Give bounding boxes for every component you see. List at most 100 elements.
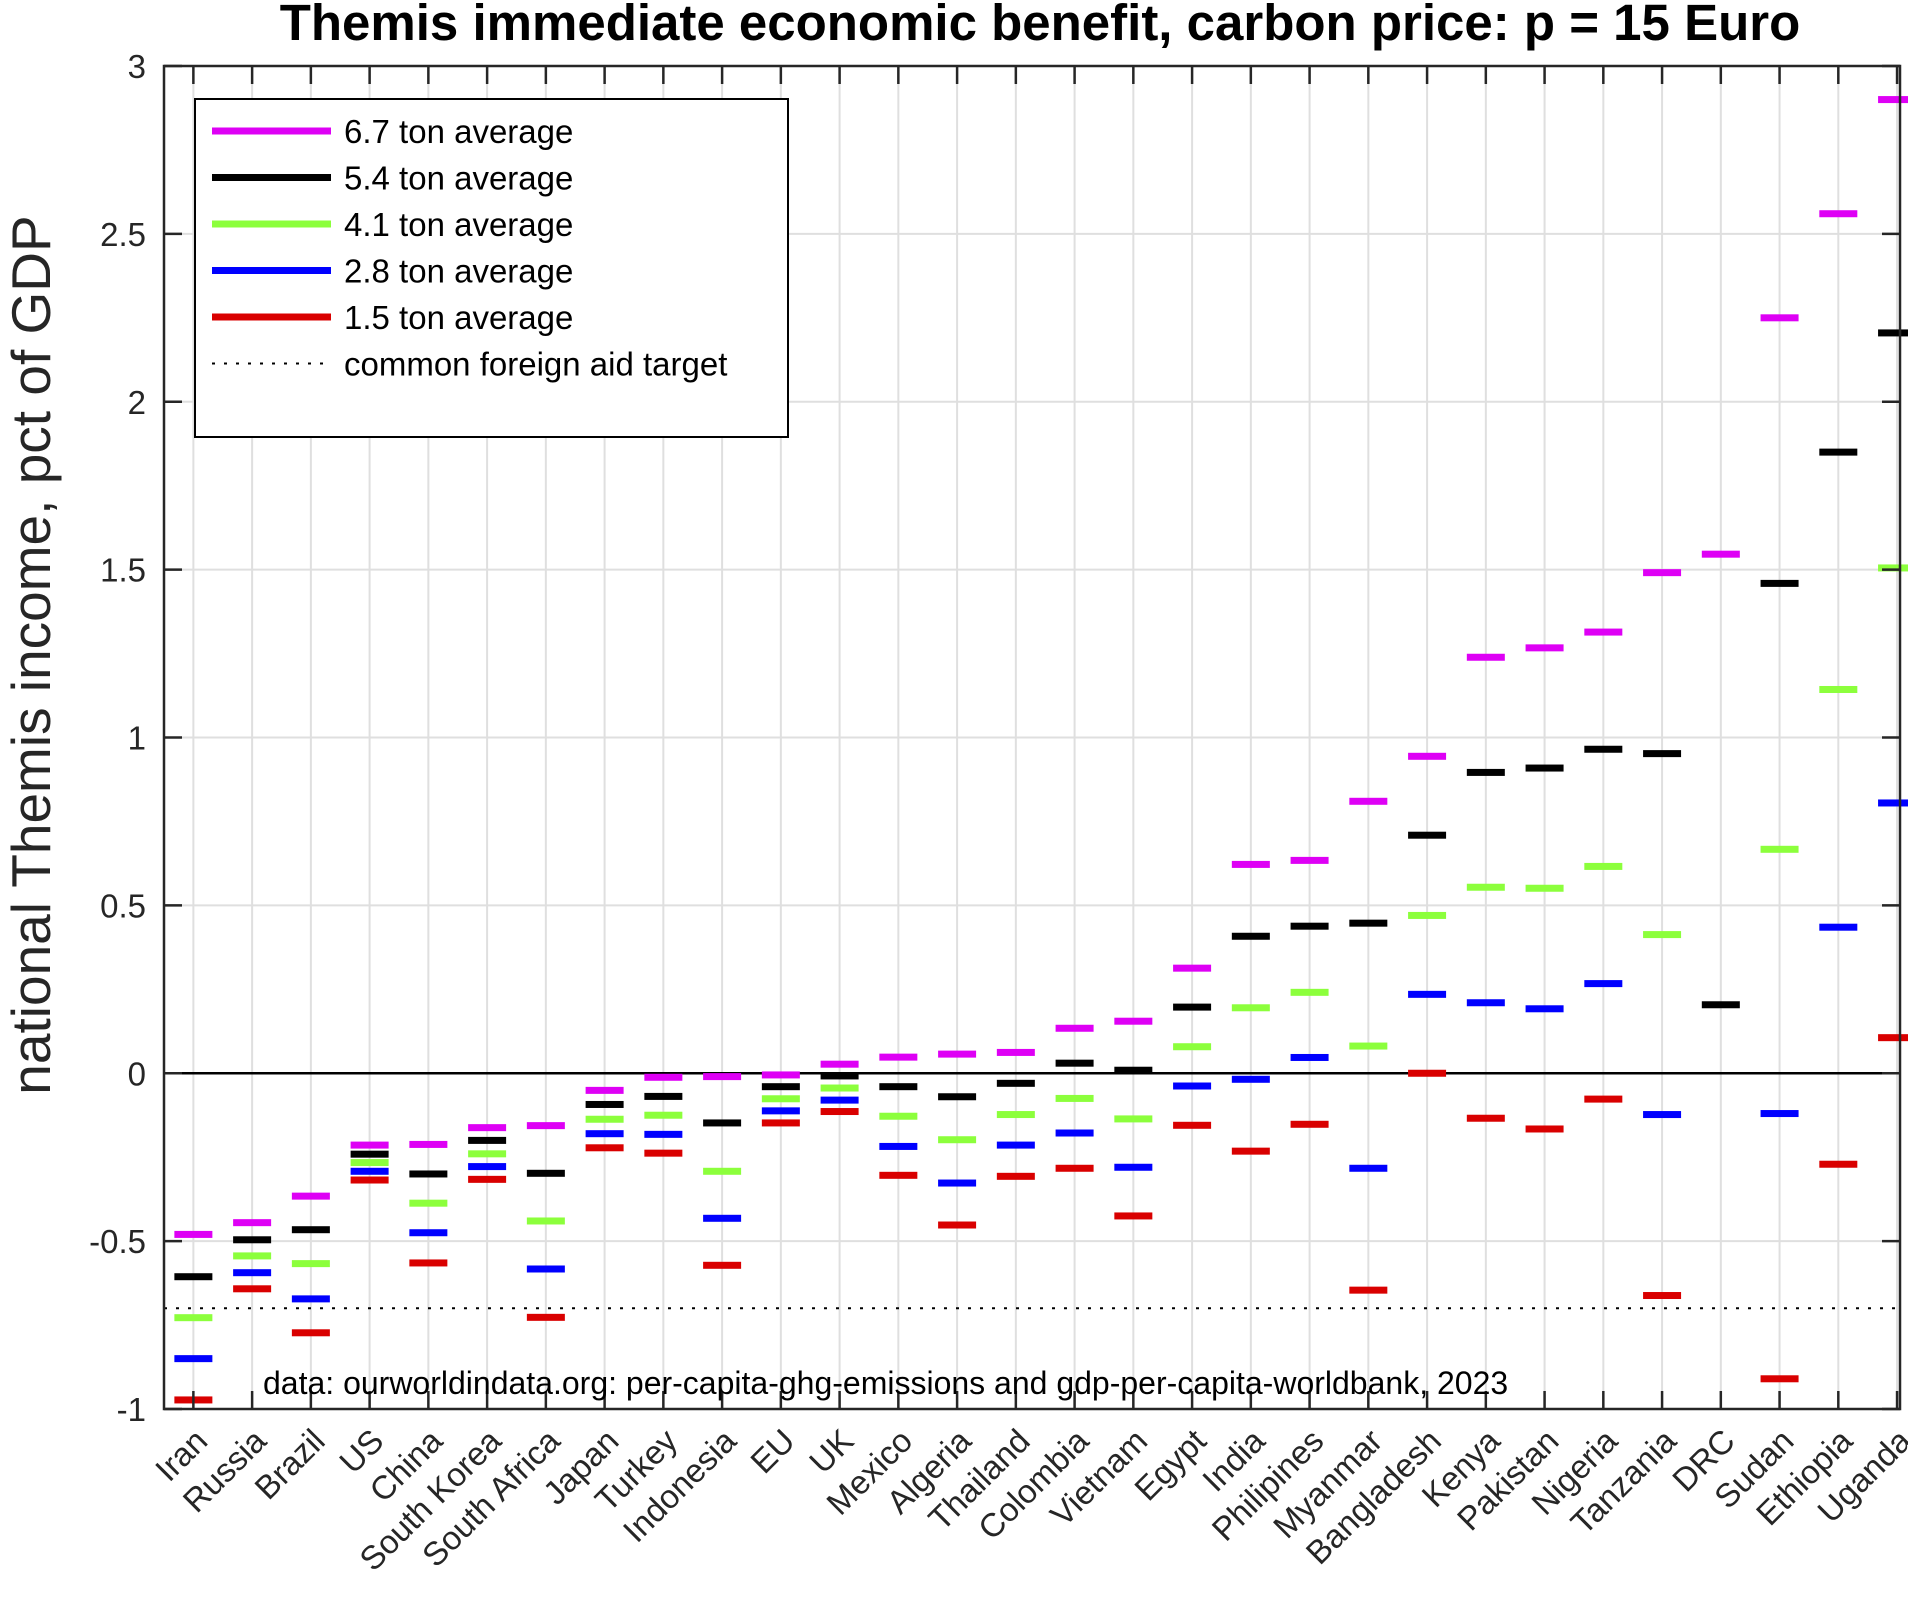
- y-tick-label: 0.5: [100, 887, 146, 924]
- data-dash: [1760, 1110, 1799, 1118]
- data-dash: [644, 1111, 683, 1119]
- data-dash: [703, 1214, 742, 1222]
- chart-title: Themis immediate economic benefit, carbo…: [280, 0, 1801, 51]
- data-dash: [820, 1072, 859, 1080]
- data-dash: [820, 1096, 859, 1104]
- y-tick-label: 2: [128, 384, 146, 421]
- data-dash: [1290, 856, 1329, 864]
- data-dash: [820, 1060, 859, 1068]
- data-dash: [233, 1269, 272, 1277]
- data-dash: [1466, 653, 1505, 661]
- data-dash: [703, 1073, 742, 1081]
- data-dash: [1349, 919, 1388, 927]
- data-dash: [1231, 1147, 1270, 1155]
- data-dash: [996, 1172, 1035, 1180]
- data-dash: [174, 1355, 213, 1363]
- data-dash: [1760, 1375, 1799, 1383]
- data-dash: [1643, 931, 1682, 939]
- data-dash: [644, 1073, 683, 1081]
- data-dash: [409, 1140, 448, 1148]
- legend: 6.7 ton average 5.4 ton average 4.1 ton av…: [194, 98, 789, 438]
- data-dash: [1231, 932, 1270, 940]
- data-dash: [1819, 923, 1858, 931]
- data-dash: [703, 1119, 742, 1127]
- data-dash: [1643, 1292, 1682, 1300]
- data-dash: [761, 1071, 800, 1079]
- data-dash: [1819, 685, 1858, 693]
- data-dash: [1525, 644, 1564, 652]
- x-tick-label: EU: [743, 1422, 802, 1481]
- data-dash: [938, 1050, 977, 1058]
- data-dash: [1173, 1003, 1212, 1011]
- data-dash: [1584, 1095, 1623, 1103]
- data-dash: [1173, 1121, 1212, 1129]
- data-dash: [938, 1093, 977, 1101]
- data-dash: [233, 1236, 272, 1244]
- data-dash: [1466, 1114, 1505, 1122]
- data-dash: [996, 1079, 1035, 1087]
- data-source-annotation: data: ourworldindata.org: per-capita-ghg…: [263, 1365, 1508, 1401]
- data-dash: [1408, 752, 1447, 760]
- data-dash: [879, 1083, 918, 1091]
- data-dash: [761, 1119, 800, 1127]
- data-dash: [409, 1229, 448, 1237]
- data-dash: [1819, 448, 1858, 456]
- data-dash: [761, 1083, 800, 1091]
- data-dash: [468, 1136, 507, 1144]
- data-dash: [644, 1092, 683, 1100]
- data-dash: [1290, 988, 1329, 996]
- data-dash: [1466, 999, 1505, 1007]
- data-dash: [1349, 1164, 1388, 1172]
- data-dash: [409, 1170, 448, 1178]
- y-tick-label: 3: [128, 48, 146, 85]
- data-dash: [350, 1159, 389, 1167]
- y-tick-labels: -1 -0.5 0 0.5 1 1.5 2 2.5 3: [89, 48, 146, 1428]
- data-dash: [1349, 1286, 1388, 1294]
- data-dash: [820, 1108, 859, 1116]
- data-dash: [1525, 764, 1564, 772]
- data-dash: [1231, 1004, 1270, 1012]
- legend-label: 6.7 ton average: [344, 113, 573, 150]
- data-dash: [526, 1217, 565, 1225]
- data-dash: [1819, 1160, 1858, 1168]
- data-dash: [468, 1163, 507, 1171]
- data-dash: [1878, 564, 1908, 572]
- data-dash: [1701, 1001, 1740, 1009]
- y-tick-label: 1: [128, 720, 146, 757]
- data-dash: [879, 1112, 918, 1120]
- data-dash: [291, 1192, 330, 1200]
- data-dash: [761, 1095, 800, 1103]
- data-dash: [938, 1179, 977, 1187]
- data-dash: [174, 1273, 213, 1281]
- data-dash: [703, 1167, 742, 1175]
- data-dash: [1760, 579, 1799, 587]
- legend-label: common foreign aid target: [344, 346, 727, 383]
- y-tick-label: 1.5: [100, 552, 146, 589]
- data-dash: [291, 1260, 330, 1268]
- data-dash: [526, 1169, 565, 1177]
- data-dash: [996, 1141, 1035, 1149]
- data-dash: [1290, 922, 1329, 930]
- data-dash: [526, 1122, 565, 1130]
- data-dash: [1878, 96, 1908, 104]
- data-dash: [996, 1048, 1035, 1056]
- data-dash: [526, 1265, 565, 1273]
- data-dash: [174, 1314, 213, 1322]
- data-dash: [879, 1171, 918, 1179]
- y-axis-label: national Themis income, pct of GDP: [0, 215, 62, 1094]
- data-dash: [1525, 884, 1564, 892]
- data-dash: [1055, 1024, 1094, 1032]
- x-tick-label: Brazil: [247, 1422, 332, 1507]
- data-dash: [879, 1053, 918, 1061]
- data-dash: [291, 1226, 330, 1234]
- data-dash: [1760, 314, 1799, 322]
- data-dash: [1055, 1094, 1094, 1102]
- data-dash: [1408, 990, 1447, 998]
- data-dash: [350, 1150, 389, 1158]
- data-dash: [938, 1221, 977, 1229]
- data-dash: [1584, 628, 1623, 636]
- data-dash: [585, 1144, 624, 1152]
- data-dash: [1819, 210, 1858, 218]
- data-dash: [1231, 1075, 1270, 1083]
